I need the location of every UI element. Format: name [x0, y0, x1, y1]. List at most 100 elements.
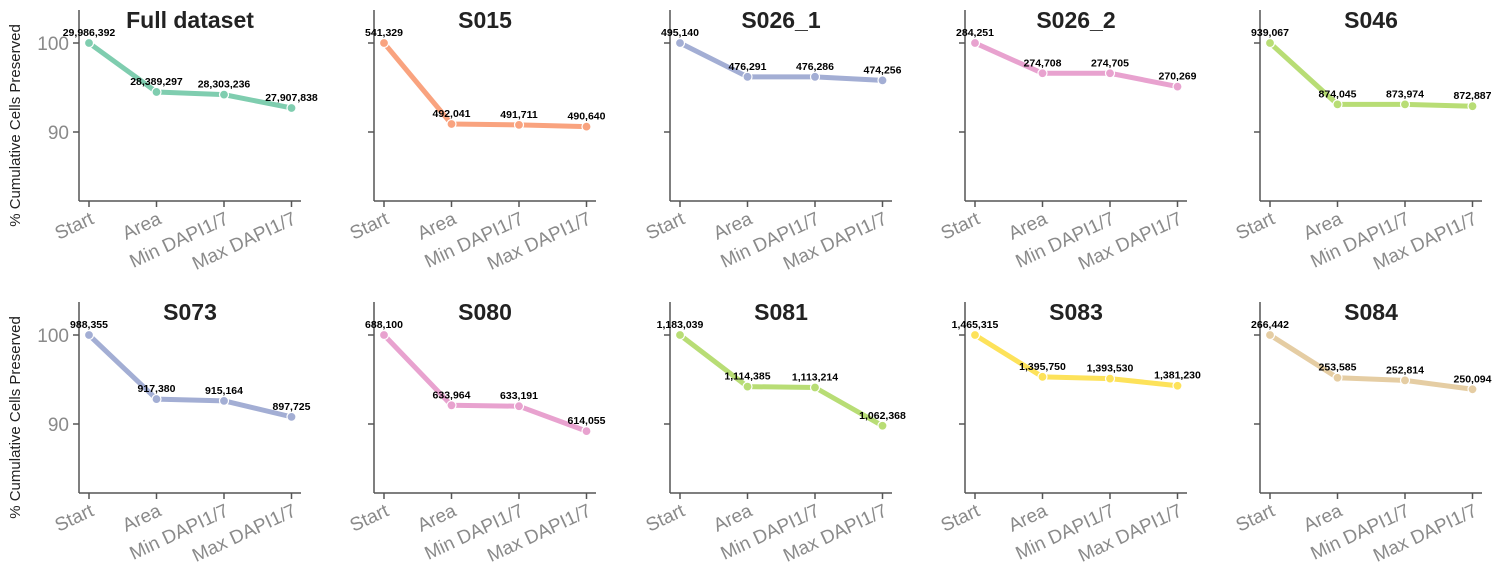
series-line — [1267, 332, 1475, 392]
series-line — [381, 332, 589, 434]
data-point — [969, 329, 981, 341]
y-axis-label: % Cumulative Cells Preserved — [7, 24, 24, 227]
data-label: 253,585 — [1319, 362, 1357, 374]
data-label: 28,389,297 — [130, 76, 183, 88]
data-point — [877, 420, 888, 431]
series-line — [86, 40, 294, 111]
data-point — [1467, 101, 1478, 112]
data-label: 270,269 — [1159, 71, 1197, 83]
series-line — [677, 40, 885, 83]
data-point — [446, 118, 457, 130]
data-label: 266,442 — [1251, 319, 1289, 331]
data-label: 27,907,838 — [265, 92, 318, 104]
data-label: 873,974 — [1386, 88, 1424, 100]
y-tick-label: 90 — [48, 415, 69, 436]
data-point — [877, 75, 888, 86]
x-tick-label: Start — [52, 208, 98, 244]
data-point — [286, 102, 297, 114]
data-label: 897,725 — [273, 401, 311, 413]
data-label: 915,164 — [205, 385, 243, 397]
data-point — [378, 329, 390, 341]
data-label: 29,986,392 — [63, 27, 116, 39]
x-tick-label: Start — [1233, 500, 1279, 536]
x-tick-label: Start — [643, 208, 689, 244]
x-tick-label: Start — [938, 208, 984, 244]
data-label: 874,045 — [1319, 88, 1357, 100]
data-point — [1332, 372, 1343, 383]
x-tick-label: Start — [1233, 208, 1279, 244]
chart-title: Full dataset — [126, 7, 254, 33]
data-label: 28,303,236 — [198, 79, 251, 91]
data-point — [151, 393, 162, 405]
data-point — [1104, 373, 1116, 384]
data-point — [1332, 99, 1343, 110]
chart-title: S073 — [163, 299, 217, 325]
data-point — [969, 37, 981, 49]
data-point — [1264, 37, 1276, 49]
data-point — [742, 381, 753, 392]
data-point — [446, 400, 457, 411]
x-tick-label: Start — [347, 208, 393, 244]
data-label: 988,355 — [70, 319, 108, 331]
data-point — [1467, 384, 1478, 395]
chart-title: S026_1 — [741, 7, 821, 33]
data-label: 495,140 — [661, 27, 699, 39]
data-point — [1037, 68, 1048, 79]
chart-title: S015 — [458, 7, 512, 33]
chart-title: S046 — [1344, 7, 1398, 33]
data-label: 1,113,214 — [792, 372, 838, 384]
data-label: 1,114,385 — [724, 371, 770, 383]
data-label: 490,640 — [568, 111, 606, 123]
data-point — [218, 395, 230, 406]
data-point — [1104, 68, 1116, 79]
data-point — [83, 37, 95, 49]
data-label: 476,286 — [796, 61, 834, 73]
series-line — [972, 332, 1180, 389]
data-label: 492,041 — [433, 108, 471, 120]
data-point — [1037, 371, 1048, 382]
chart-title: S083 — [1049, 299, 1103, 325]
series-line — [677, 332, 885, 429]
y-tick-label: 100 — [37, 34, 69, 55]
data-point — [378, 37, 390, 49]
data-point — [581, 426, 592, 437]
series-line — [381, 40, 589, 130]
data-point — [513, 119, 525, 130]
data-point — [809, 71, 821, 82]
data-point — [742, 71, 753, 82]
data-label: 614,055 — [568, 415, 606, 427]
data-point — [581, 121, 592, 132]
data-label: 284,251 — [956, 27, 994, 39]
data-label: 633,964 — [433, 389, 471, 401]
x-tick-label: Start — [643, 500, 689, 536]
data-point — [1172, 81, 1183, 92]
data-label: 1,183,039 — [657, 319, 704, 331]
data-label: 250,094 — [1454, 373, 1492, 385]
data-point — [1264, 329, 1276, 341]
chart-title: S080 — [458, 299, 512, 325]
data-point — [151, 86, 162, 98]
chart-title: S026_2 — [1036, 7, 1115, 33]
data-label: 491,711 — [500, 109, 538, 121]
data-label: 274,708 — [1024, 57, 1062, 69]
data-label: 274,705 — [1091, 57, 1129, 69]
data-point — [218, 89, 230, 100]
data-point — [1399, 375, 1411, 386]
data-point — [674, 37, 686, 49]
data-label: 1,393,530 — [1087, 363, 1134, 375]
y-tick-label: 90 — [48, 123, 69, 144]
data-label: 688,100 — [365, 319, 403, 331]
data-label: 633,191 — [500, 390, 538, 402]
series-line — [972, 40, 1180, 90]
y-axis-label: % Cumulative Cells Preserved — [7, 316, 24, 519]
data-point — [83, 329, 95, 341]
x-tick-label: Start — [938, 500, 984, 536]
chart-title: S081 — [754, 299, 808, 325]
data-label: 939,067 — [1251, 27, 1289, 39]
data-point — [674, 329, 686, 341]
data-point — [809, 382, 821, 393]
data-label: 476,291 — [729, 61, 767, 73]
data-label: 474,256 — [864, 64, 902, 76]
series-line — [1267, 40, 1475, 109]
